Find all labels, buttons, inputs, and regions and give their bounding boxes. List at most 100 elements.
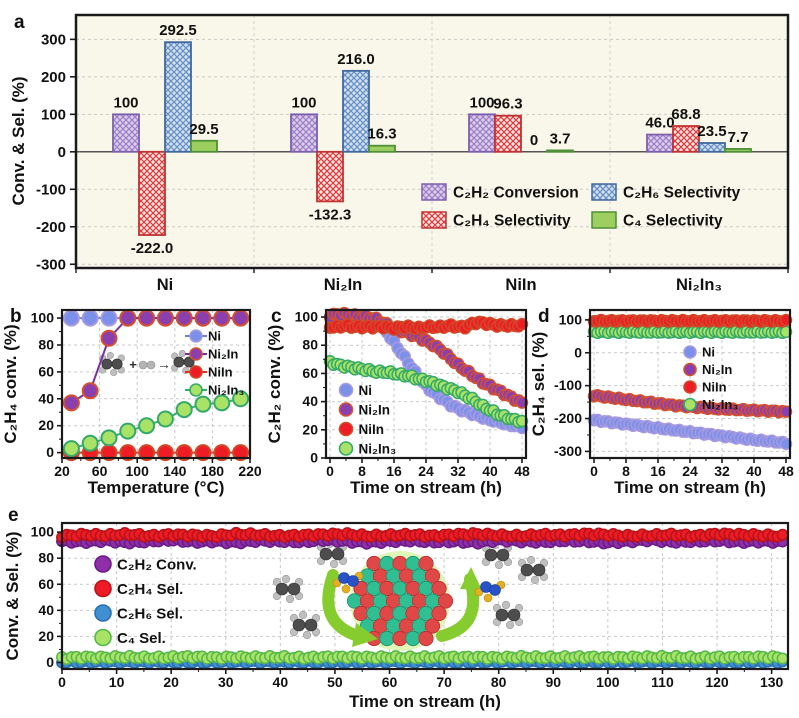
svg-text:40: 40 (482, 463, 498, 479)
legend-marker (683, 362, 697, 377)
series-niin (323, 315, 529, 336)
svg-text:48: 48 (778, 463, 794, 479)
bar (672, 125, 700, 153)
legend-swatch (591, 183, 617, 201)
bar (646, 133, 674, 153)
svg-text:120: 120 (705, 674, 729, 690)
legend: Ni Ni₂In NiIn Ni₂In₃ (338, 382, 396, 456)
legend-label: Ni₂In₃ (702, 397, 738, 412)
legend-label: Ni₂In (208, 347, 238, 362)
svg-text:10: 10 (109, 674, 125, 690)
legend-marker (189, 329, 203, 343)
panel-b-temperature-chart: + →20 60 100 140 180 220020406080100NiNi₂InNiI… (1, 308, 262, 497)
legend-swatch (421, 211, 447, 229)
svg-text:100: 100 (31, 310, 55, 326)
bar (342, 69, 370, 153)
bar (138, 150, 166, 236)
svg-text:50: 50 (327, 674, 343, 690)
svg-text:32: 32 (450, 463, 466, 479)
svg-text:40: 40 (273, 674, 289, 690)
legend-label: C₂H₄ Sel. (117, 581, 183, 598)
bars: 100 100 100 46.0 -222.0 -132.3 96.3 68.8 292.5 21… (112, 22, 752, 257)
svg-text:0: 0 (58, 674, 66, 690)
x-axis-title: Time on stream (h) (350, 478, 502, 497)
svg-text:8: 8 (622, 463, 630, 479)
series-ni₂in (587, 389, 793, 419)
svg-text:20: 20 (38, 417, 54, 433)
legend-label: Ni₂In₃ (208, 383, 244, 398)
bar (316, 150, 344, 203)
svg-text:130: 130 (760, 674, 784, 690)
bar-value-label: 3.7 (550, 130, 571, 147)
legend-marker (683, 345, 697, 359)
svg-text:30: 30 (218, 674, 234, 690)
bar-value-label: 7.7 (728, 129, 749, 146)
legend-label: Ni₂In (702, 362, 732, 377)
legend: Ni Ni₂In NiIn Ni₂In₃ (185, 329, 244, 398)
series-niin (62, 444, 250, 462)
series-ni₂in₃ (62, 390, 250, 458)
svg-text:100: 100 (295, 309, 319, 325)
bar (468, 113, 496, 153)
svg-text:0: 0 (46, 654, 54, 670)
panel-a-label: a (14, 12, 25, 33)
bar-value-label: 100 (113, 94, 138, 111)
svg-text:0: 0 (58, 144, 66, 161)
panel-d-selectivity-chart: 0 8 16 24 32 40 48-300-200-1000100NiNi₂InNiInN… (532, 308, 794, 497)
legend-marker (94, 579, 112, 598)
svg-text:0: 0 (326, 463, 334, 479)
legend-marker (338, 402, 354, 417)
bar-value-label: 23.5 (697, 123, 726, 140)
bar (546, 149, 574, 153)
legend-label: C₂H₂ Conversion (453, 185, 579, 202)
bar-value-label: 100 (291, 94, 316, 111)
svg-text:40: 40 (746, 463, 762, 479)
svg-text:40: 40 (38, 390, 54, 406)
svg-text:-300: -300 (36, 256, 66, 273)
series-ni₂in₃ (323, 354, 529, 429)
legend: C₂H₂ Conversion C₂H₄ Selectivity C₂H₆ Sele… (421, 183, 741, 230)
panel-c-stability-chart: 0 8 16 24 32 40 48 0 20 40 60 80 100 Ni Ni₂In NiIn Ni₂In… (266, 306, 530, 497)
svg-text:100: 100 (41, 106, 66, 123)
svg-text:8: 8 (358, 463, 366, 479)
svg-text:300: 300 (41, 31, 66, 48)
legend-label: Ni (208, 329, 221, 344)
legend-marker (189, 383, 203, 397)
svg-text:0: 0 (590, 463, 598, 479)
svg-text:70: 70 (436, 674, 452, 690)
legend-marker (94, 555, 112, 573)
legend-label: C₂H₂ Conv. (117, 556, 197, 573)
svg-text:0: 0 (46, 444, 54, 460)
svg-text:80: 80 (491, 674, 507, 690)
svg-text:60: 60 (38, 576, 54, 592)
legend: C₂H₂ Conv. C₂H₄ Sel. C₂H₆ Sel. C₄ Sel. (94, 555, 197, 647)
series-c₄-sel. (56, 649, 789, 666)
y-axis-title: C₂H₄ conv. (%) (1, 324, 20, 443)
svg-text:100: 100 (31, 524, 55, 540)
svg-text:220: 220 (238, 463, 262, 479)
legend-marker (338, 441, 354, 456)
axes: 0 8 16 24 32 40 48 0 20 40 60 80 100 (295, 309, 530, 479)
axes: 0 10 20 30 40 50 60 70 80 90 100 110 120 130 0 20 40 60 80… (31, 521, 790, 690)
svg-text:-200: -200 (36, 219, 66, 236)
bar-value-label: 96.3 (493, 96, 522, 113)
svg-text:60: 60 (302, 365, 318, 381)
category-label: Ni₂In₃ (676, 276, 722, 294)
panel-e-label: e (8, 505, 19, 526)
legend-marker (94, 604, 112, 622)
svg-text:48: 48 (514, 463, 530, 479)
axes: -300 -200 -100 0 100 200 300 Ni Ni₂In NiIn Ni₂In₃ (36, 31, 789, 294)
legend-marker (338, 382, 354, 398)
bar-value-label: 68.8 (671, 106, 700, 123)
svg-text:110: 110 (651, 674, 674, 690)
svg-text:20: 20 (163, 674, 179, 690)
category-label: Ni₂In (324, 276, 363, 294)
svg-text:80: 80 (302, 337, 318, 353)
svg-text:40: 40 (38, 602, 54, 618)
legend-swatch (591, 211, 617, 229)
svg-text:16: 16 (386, 463, 402, 479)
series-c₂h₄-sel. (56, 526, 789, 544)
svg-text:→: → (157, 356, 171, 372)
svg-text:100: 100 (126, 463, 150, 479)
